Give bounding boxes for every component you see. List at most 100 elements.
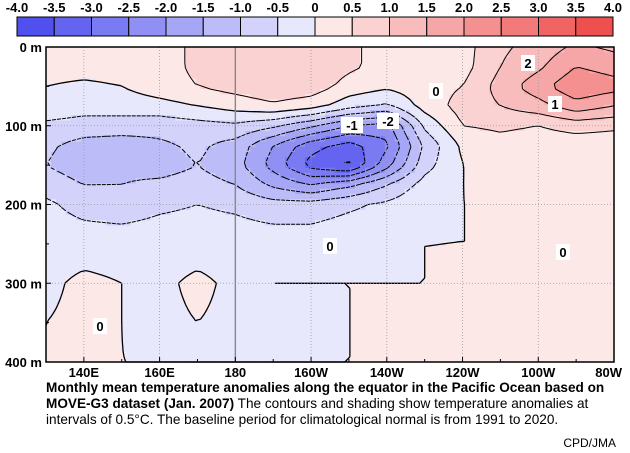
heat-cell <box>320 141 326 148</box>
heat-cell <box>444 251 451 258</box>
heat-cell <box>449 110 456 116</box>
heat-cell <box>424 120 431 127</box>
heat-cell <box>295 89 301 95</box>
heat-cell <box>115 99 122 106</box>
heat-cell <box>339 188 346 195</box>
heat-cell <box>574 62 580 69</box>
heat-cell <box>160 241 167 248</box>
heat-cell <box>529 131 535 137</box>
heat-cell <box>364 57 371 64</box>
heat-cell <box>409 68 416 74</box>
heat-cell <box>604 62 610 69</box>
heat-cell <box>499 52 505 59</box>
heat-cell <box>140 220 147 227</box>
heat-cell <box>464 120 471 127</box>
heat-cell <box>250 230 256 237</box>
heat-cell <box>549 167 555 174</box>
heat-cell <box>55 115 62 122</box>
heat-cell <box>359 131 366 137</box>
heat-cell <box>334 62 341 69</box>
colorbar-tick-label: 0 <box>311 0 318 15</box>
heat-cell <box>594 230 600 237</box>
heat-cell <box>165 199 172 206</box>
heat-cell <box>534 230 540 237</box>
heat-cell <box>539 173 545 179</box>
heat-cell <box>160 152 167 158</box>
heat-cell <box>399 89 406 95</box>
heat-cell <box>339 141 346 148</box>
heat-cell <box>434 68 441 74</box>
heat-cell <box>235 257 241 263</box>
heat-cell <box>235 162 241 169</box>
heat-cell <box>604 146 610 153</box>
heat-cell <box>290 94 296 101</box>
heat-cell <box>609 194 615 200</box>
heat-cell <box>315 152 321 158</box>
heat-cell <box>454 215 461 221</box>
heat-cell <box>369 167 376 174</box>
heat-cell <box>604 57 610 64</box>
heat-cell <box>569 267 575 274</box>
heat-cell <box>399 167 406 174</box>
heat-cell <box>404 225 411 232</box>
heat-cell <box>379 47 386 53</box>
heat-cell <box>280 83 286 90</box>
heat-cell <box>315 146 321 153</box>
heat-cell <box>434 188 441 195</box>
heat-cell <box>275 115 281 122</box>
heat-cell <box>419 152 426 158</box>
heat-cell <box>260 94 266 101</box>
heat-cell <box>140 173 147 179</box>
heat-cell <box>374 241 381 248</box>
heat-cell <box>374 68 381 74</box>
heat-cell <box>339 62 346 69</box>
heat-cell <box>85 131 92 137</box>
heat-cell <box>235 178 241 185</box>
heat-cell <box>185 215 192 221</box>
heat-cell <box>584 257 590 263</box>
heat-cell <box>90 220 97 227</box>
heat-cell <box>325 167 331 174</box>
heat-cell <box>315 257 321 263</box>
heat-cell <box>85 83 92 90</box>
heat-cell <box>125 47 132 53</box>
heat-cell <box>414 241 421 248</box>
heat-cell <box>50 220 57 227</box>
heat-cell <box>90 236 97 242</box>
heat-cell <box>220 267 226 274</box>
heat-cell <box>449 204 456 211</box>
heat-cell <box>155 225 162 232</box>
heat-cell <box>105 199 112 206</box>
heat-cell <box>589 194 595 200</box>
heat-cell <box>469 136 476 143</box>
heat-cell <box>275 94 281 101</box>
heat-cell <box>414 73 421 80</box>
heat-cell <box>95 183 102 190</box>
heat-cell <box>165 220 172 227</box>
heat-cell <box>80 241 87 248</box>
heat-cell <box>374 162 381 169</box>
heat-cell <box>489 94 496 101</box>
heat-cell <box>175 57 182 64</box>
heat-cell <box>285 225 291 232</box>
heat-cell <box>359 68 366 74</box>
heat-cell <box>424 173 431 179</box>
heat-cell <box>175 178 182 185</box>
heat-cell <box>594 178 600 185</box>
heat-cell <box>394 225 401 232</box>
heat-cell <box>65 57 72 64</box>
heat-cell <box>354 188 361 195</box>
heat-cell <box>584 78 590 85</box>
heat-cell <box>130 225 137 232</box>
heat-cell <box>604 136 610 143</box>
heat-cell <box>529 173 535 179</box>
heat-cell <box>65 152 72 158</box>
heat-cell <box>200 120 207 127</box>
heat-cell <box>359 83 366 90</box>
heat-cell <box>439 152 446 158</box>
heat-cell <box>574 167 580 174</box>
heat-cell <box>105 251 112 258</box>
heat-cell <box>255 204 261 211</box>
heat-cell <box>414 178 421 185</box>
heat-cell <box>100 262 107 269</box>
